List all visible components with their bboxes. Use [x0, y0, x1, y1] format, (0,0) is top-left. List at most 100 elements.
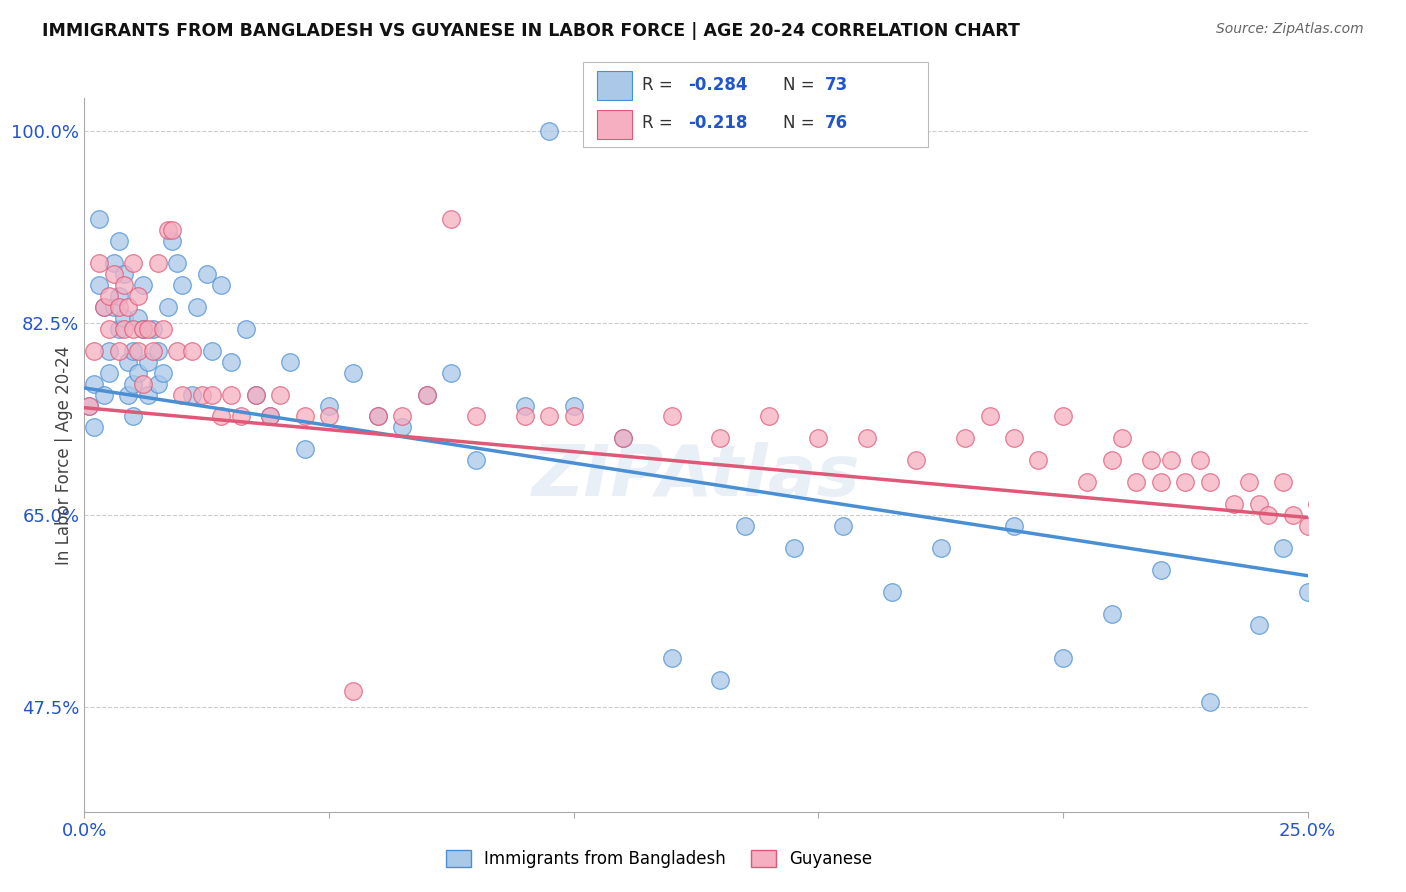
Point — [440, 211, 463, 226]
Text: -0.284: -0.284 — [689, 77, 748, 95]
Point — [97, 343, 120, 358]
Bar — [598, 110, 631, 139]
Text: N =: N = — [783, 77, 820, 95]
Point — [1198, 695, 1220, 709]
Point — [181, 343, 204, 358]
Point — [200, 343, 222, 358]
Point — [416, 387, 439, 401]
Point — [103, 256, 125, 270]
Point — [1150, 475, 1173, 490]
Point — [229, 409, 252, 424]
Point — [562, 399, 585, 413]
Point — [1272, 475, 1295, 490]
Point — [1257, 508, 1279, 523]
Point — [929, 541, 952, 556]
Point — [612, 432, 634, 446]
Point — [235, 321, 257, 335]
Point — [1296, 519, 1319, 533]
Point — [97, 289, 120, 303]
Point — [195, 267, 218, 281]
Text: IMMIGRANTS FROM BANGLADESH VS GUYANESE IN LABOR FORCE | AGE 20-24 CORRELATION CH: IMMIGRANTS FROM BANGLADESH VS GUYANESE I… — [42, 22, 1021, 40]
Point — [318, 409, 340, 424]
Point — [166, 343, 188, 358]
Point — [107, 300, 129, 314]
Point — [191, 387, 214, 401]
Point — [127, 289, 149, 303]
Point — [1296, 585, 1319, 599]
Point — [172, 387, 194, 401]
Point — [219, 387, 242, 401]
Point — [831, 519, 853, 533]
Text: ZIPAtlas: ZIPAtlas — [531, 442, 860, 511]
Point — [1140, 453, 1163, 467]
Point — [107, 234, 129, 248]
Point — [278, 354, 301, 368]
Point — [117, 354, 139, 368]
Point — [152, 366, 174, 380]
Text: 73: 73 — [824, 77, 848, 95]
Point — [93, 300, 115, 314]
Point — [132, 321, 155, 335]
Point — [162, 234, 184, 248]
Point — [93, 300, 115, 314]
Point — [269, 387, 291, 401]
Point — [318, 399, 340, 413]
Point — [1306, 497, 1329, 511]
Point — [612, 432, 634, 446]
Point — [734, 519, 756, 533]
Point — [1188, 453, 1211, 467]
Point — [1237, 475, 1260, 490]
Point — [1125, 475, 1147, 490]
Point — [107, 343, 129, 358]
Point — [807, 432, 830, 446]
Point — [107, 321, 129, 335]
Point — [440, 366, 463, 380]
Point — [880, 585, 903, 599]
Point — [709, 673, 731, 687]
Point — [127, 366, 149, 380]
Point — [122, 343, 145, 358]
Point — [83, 343, 105, 358]
Text: N =: N = — [783, 114, 820, 132]
Point — [77, 399, 100, 413]
Point — [1174, 475, 1197, 490]
Point — [112, 310, 135, 325]
Point — [112, 267, 135, 281]
Point — [1076, 475, 1098, 490]
Point — [87, 277, 110, 292]
Point — [758, 409, 780, 424]
Point — [709, 432, 731, 446]
Bar — [598, 71, 631, 100]
Point — [538, 124, 561, 138]
Point — [342, 366, 364, 380]
Point — [83, 376, 105, 391]
Point — [97, 321, 120, 335]
Point — [186, 300, 208, 314]
Point — [97, 366, 120, 380]
Point — [87, 211, 110, 226]
Point — [112, 321, 135, 335]
Point — [979, 409, 1001, 424]
Point — [107, 289, 129, 303]
Point — [77, 399, 100, 413]
Point — [1320, 552, 1343, 566]
Point — [1002, 519, 1025, 533]
Point — [1052, 651, 1074, 665]
Point — [391, 420, 413, 434]
Point — [856, 432, 879, 446]
Point — [1101, 453, 1123, 467]
Point — [1198, 475, 1220, 490]
Point — [464, 453, 486, 467]
Text: R =: R = — [643, 114, 678, 132]
Point — [538, 409, 561, 424]
Point — [156, 300, 179, 314]
Point — [219, 354, 242, 368]
Point — [117, 387, 139, 401]
Point — [367, 409, 389, 424]
Point — [156, 223, 179, 237]
Point — [416, 387, 439, 401]
FancyBboxPatch shape — [583, 62, 928, 147]
Legend: Immigrants from Bangladesh, Guyanese: Immigrants from Bangladesh, Guyanese — [439, 843, 879, 875]
Point — [1028, 453, 1050, 467]
Point — [146, 343, 169, 358]
